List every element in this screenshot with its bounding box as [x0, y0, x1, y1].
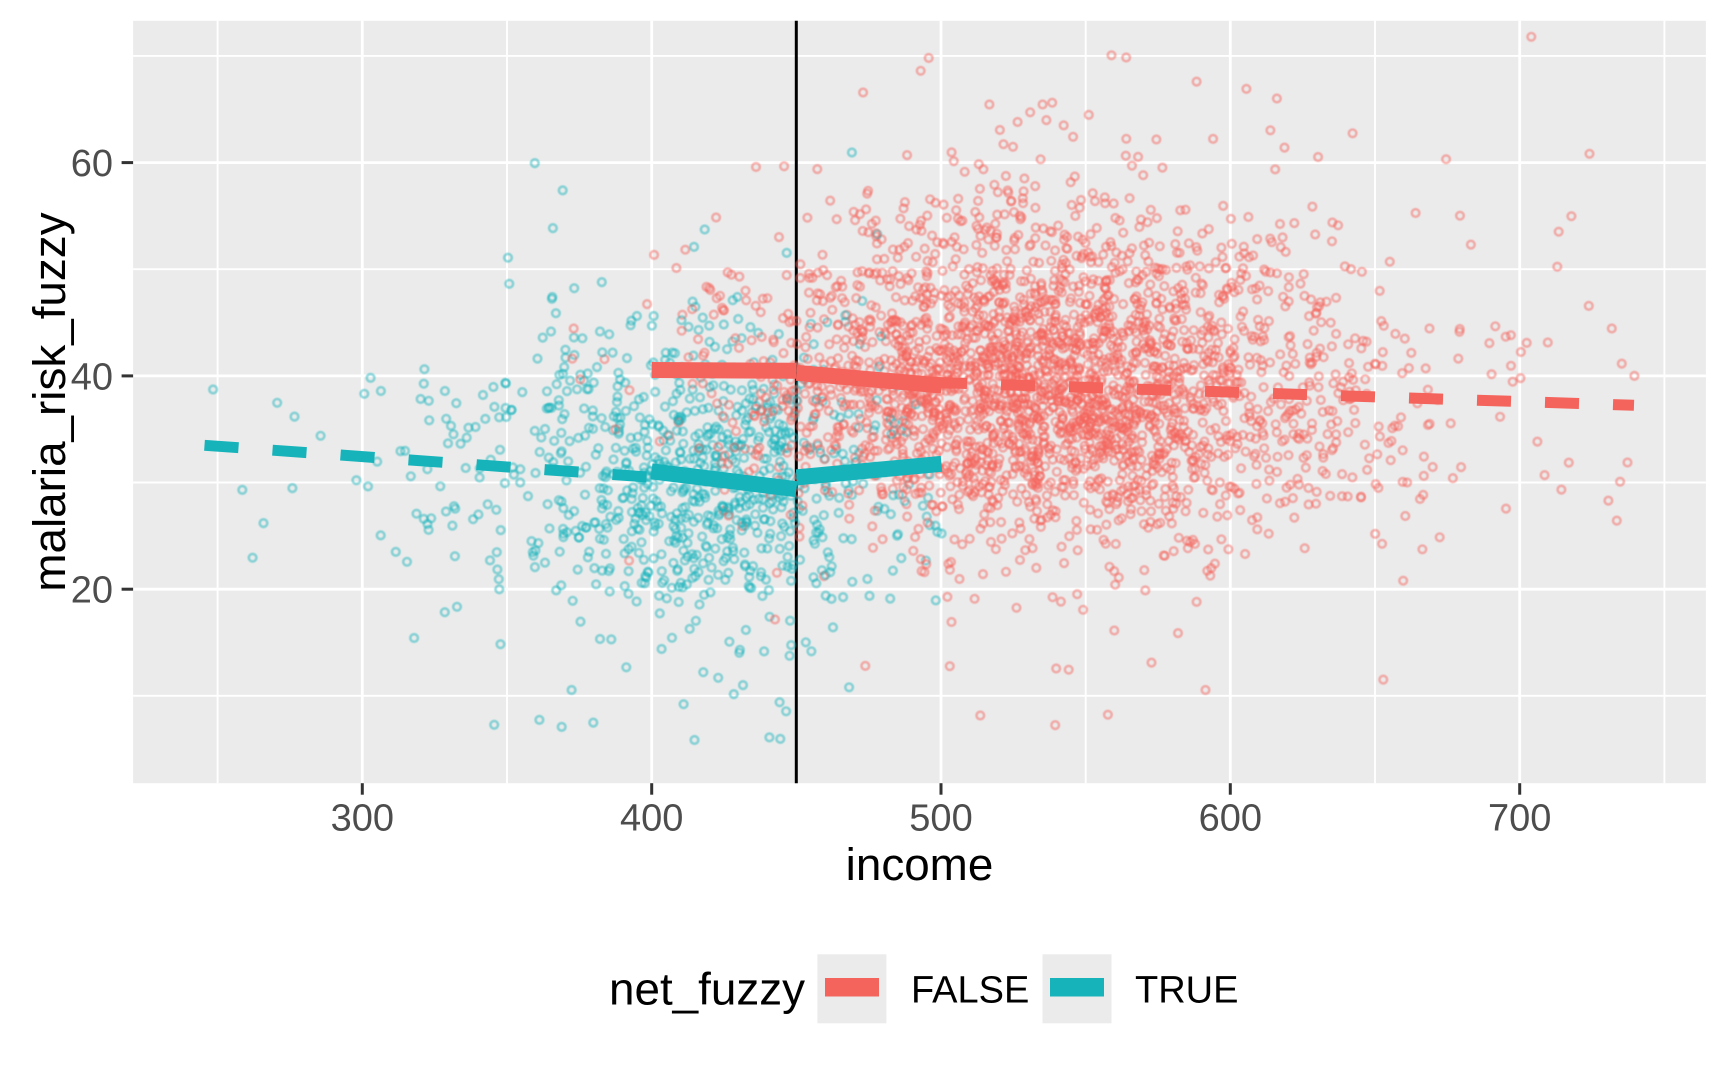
svg-text:300: 300: [331, 798, 394, 840]
svg-text:malaria_risk_fuzzy: malaria_risk_fuzzy: [24, 212, 75, 591]
svg-text:700: 700: [1488, 798, 1551, 840]
svg-text:60: 60: [71, 143, 113, 185]
svg-text:400: 400: [620, 798, 683, 840]
svg-text:TRUE: TRUE: [1135, 969, 1238, 1011]
svg-text:FALSE: FALSE: [911, 969, 1029, 1011]
svg-text:600: 600: [1199, 798, 1262, 840]
svg-text:500: 500: [909, 798, 972, 840]
svg-text:net_fuzzy: net_fuzzy: [609, 964, 805, 1015]
svg-text:20: 20: [71, 570, 113, 612]
svg-text:income: income: [846, 839, 994, 890]
svg-text:40: 40: [71, 356, 113, 398]
